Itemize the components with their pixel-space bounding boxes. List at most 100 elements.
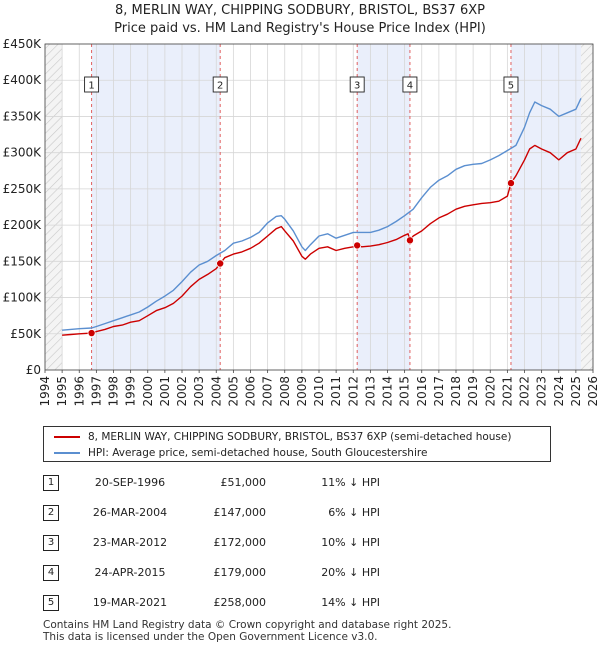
y-tick-label: £0 bbox=[26, 363, 41, 377]
table-row: 4 24-APR-2015 £179,000 20% ↓ HPI bbox=[0, 565, 600, 585]
x-tick-label: 1994 bbox=[38, 376, 52, 407]
transaction-hpi-diff: 14% ↓ HPI bbox=[321, 596, 380, 609]
footer-license: This data is licensed under the Open Gov… bbox=[43, 631, 378, 643]
ownership-band bbox=[357, 44, 410, 370]
x-tick-label: 1997 bbox=[89, 376, 103, 407]
sale-marker-label: 1 bbox=[88, 81, 94, 92]
transaction-number: 1 bbox=[43, 475, 59, 491]
sale-marker-label: 4 bbox=[407, 81, 413, 92]
x-tick-label: 2017 bbox=[432, 376, 446, 407]
legend-label-hpi: HPI: Average price, semi-detached house,… bbox=[88, 447, 428, 459]
sale-marker-label: 3 bbox=[354, 81, 360, 92]
transaction-date: 23-MAR-2012 bbox=[92, 536, 168, 549]
table-row: 2 26-MAR-2004 £147,000 6% ↓ HPI bbox=[0, 505, 600, 525]
x-tick-label: 2010 bbox=[312, 376, 326, 407]
y-tick-label: £150K bbox=[3, 254, 43, 268]
x-tick-label: 2000 bbox=[141, 376, 155, 407]
sale-marker-label: 2 bbox=[217, 81, 223, 92]
table-row: 5 19-MAR-2021 £258,000 14% ↓ HPI bbox=[0, 595, 600, 615]
y-tick-label: £100K bbox=[3, 291, 43, 305]
x-tick-label: 2019 bbox=[466, 376, 480, 407]
footer: Contains HM Land Registry data © Crown c… bbox=[43, 619, 451, 643]
transaction-hpi-diff: 10% ↓ HPI bbox=[321, 536, 380, 549]
transaction-price: £258,000 bbox=[213, 596, 267, 609]
transaction-number: 3 bbox=[43, 535, 59, 551]
sale-marker-box bbox=[503, 76, 519, 93]
x-tick-label: 2011 bbox=[329, 376, 343, 407]
x-tick-label: 2023 bbox=[535, 376, 549, 407]
x-tick-label: 2021 bbox=[500, 376, 514, 407]
hatch-after-data bbox=[581, 44, 593, 370]
sale-marker-box bbox=[402, 76, 418, 93]
legend-label-property: 8, MERLIN WAY, CHIPPING SODBURY, BRISTOL… bbox=[88, 431, 512, 443]
transaction-date: 19-MAR-2021 bbox=[92, 596, 168, 609]
x-tick-label: 1995 bbox=[55, 376, 69, 407]
legend-swatch-property bbox=[54, 436, 80, 438]
x-tick-label: 2013 bbox=[363, 376, 377, 407]
x-tick-label: 2024 bbox=[552, 376, 566, 407]
x-tick-label: 1998 bbox=[107, 376, 121, 407]
hatch-before-data bbox=[45, 44, 63, 370]
page-subtitle: Price paid vs. HM Land Registry's House … bbox=[114, 21, 486, 36]
y-tick-label: £350K bbox=[3, 109, 43, 123]
table-row: 1 20-SEP-1996 £51,000 11% ↓ HPI bbox=[0, 475, 600, 495]
x-tick-label: 1996 bbox=[72, 376, 86, 407]
y-tick-label: £300K bbox=[3, 146, 43, 160]
transaction-number: 4 bbox=[43, 565, 59, 581]
sale-marker-box bbox=[212, 76, 228, 93]
transaction-number: 5 bbox=[43, 595, 59, 611]
y-tick-label: £400K bbox=[3, 73, 43, 87]
transaction-hpi-diff: 20% ↓ HPI bbox=[321, 566, 380, 579]
x-tick-label: 2012 bbox=[346, 376, 360, 407]
sale-point bbox=[405, 236, 414, 245]
y-tick-label: £250K bbox=[3, 182, 43, 196]
x-tick-label: 2006 bbox=[244, 376, 258, 407]
transaction-hpi-diff: 6% ↓ HPI bbox=[328, 506, 380, 519]
x-tick-label: 2020 bbox=[483, 376, 497, 407]
transaction-price: £51,000 bbox=[220, 476, 267, 489]
transaction-price: £147,000 bbox=[213, 506, 267, 519]
transaction-price: £179,000 bbox=[213, 566, 267, 579]
x-tick-label: 2009 bbox=[295, 376, 309, 407]
footer-copyright: Contains HM Land Registry data © Crown c… bbox=[43, 619, 452, 631]
sale-marker-box bbox=[84, 76, 100, 93]
x-tick-label: 2007 bbox=[261, 376, 275, 407]
chart-legend: 8, MERLIN WAY, CHIPPING SODBURY, BRISTOL… bbox=[43, 426, 551, 462]
x-tick-label: 2008 bbox=[278, 376, 292, 407]
transaction-date: 20-SEP-1996 bbox=[94, 476, 166, 489]
sale-marker-label: 5 bbox=[508, 81, 514, 92]
x-tick-label: 2005 bbox=[226, 376, 240, 407]
transaction-price: £172,000 bbox=[213, 536, 267, 549]
sale-point bbox=[216, 259, 225, 268]
sale-point bbox=[353, 241, 362, 250]
x-tick-label: 2003 bbox=[192, 376, 206, 407]
x-tick-label: 2022 bbox=[518, 376, 532, 407]
ownership-band bbox=[510, 44, 582, 370]
x-tick-label: 2015 bbox=[398, 376, 412, 407]
hpi-series-line bbox=[62, 98, 582, 331]
sale-marker-box bbox=[349, 76, 365, 93]
x-tick-label: 2025 bbox=[569, 376, 583, 407]
legend-item-property: 8, MERLIN WAY, CHIPPING SODBURY, BRISTOL… bbox=[54, 429, 511, 445]
x-tick-label: 2002 bbox=[175, 376, 189, 407]
property-series-line bbox=[62, 137, 582, 336]
x-tick-label: 2001 bbox=[158, 376, 172, 407]
legend-item-hpi: HPI: Average price, semi-detached house,… bbox=[54, 445, 427, 461]
x-tick-label: 2004 bbox=[209, 376, 223, 407]
sale-point bbox=[87, 329, 96, 338]
page-title: 8, MERLIN WAY, CHIPPING SODBURY, BRISTOL… bbox=[115, 3, 485, 18]
price-chart: 1 2 3 4 5 £0 £50K £100K £150K £200K £250K £300K £35… bbox=[3, 37, 600, 407]
table-row: 3 23-MAR-2012 £172,000 10% ↓ HPI bbox=[0, 535, 600, 555]
x-tick-label: 2016 bbox=[415, 376, 429, 407]
legend-swatch-hpi bbox=[54, 452, 80, 454]
transaction-date: 24-APR-2015 bbox=[94, 566, 166, 579]
x-tick-label: 2026 bbox=[586, 376, 600, 407]
x-tick-label: 1999 bbox=[124, 376, 138, 407]
transaction-date: 26-MAR-2004 bbox=[92, 506, 168, 519]
y-tick-label: £50K bbox=[10, 327, 42, 341]
transaction-number: 2 bbox=[43, 505, 59, 521]
x-tick-label: 2014 bbox=[381, 376, 395, 407]
y-tick-label: £450K bbox=[3, 37, 43, 51]
sale-point bbox=[506, 179, 515, 188]
